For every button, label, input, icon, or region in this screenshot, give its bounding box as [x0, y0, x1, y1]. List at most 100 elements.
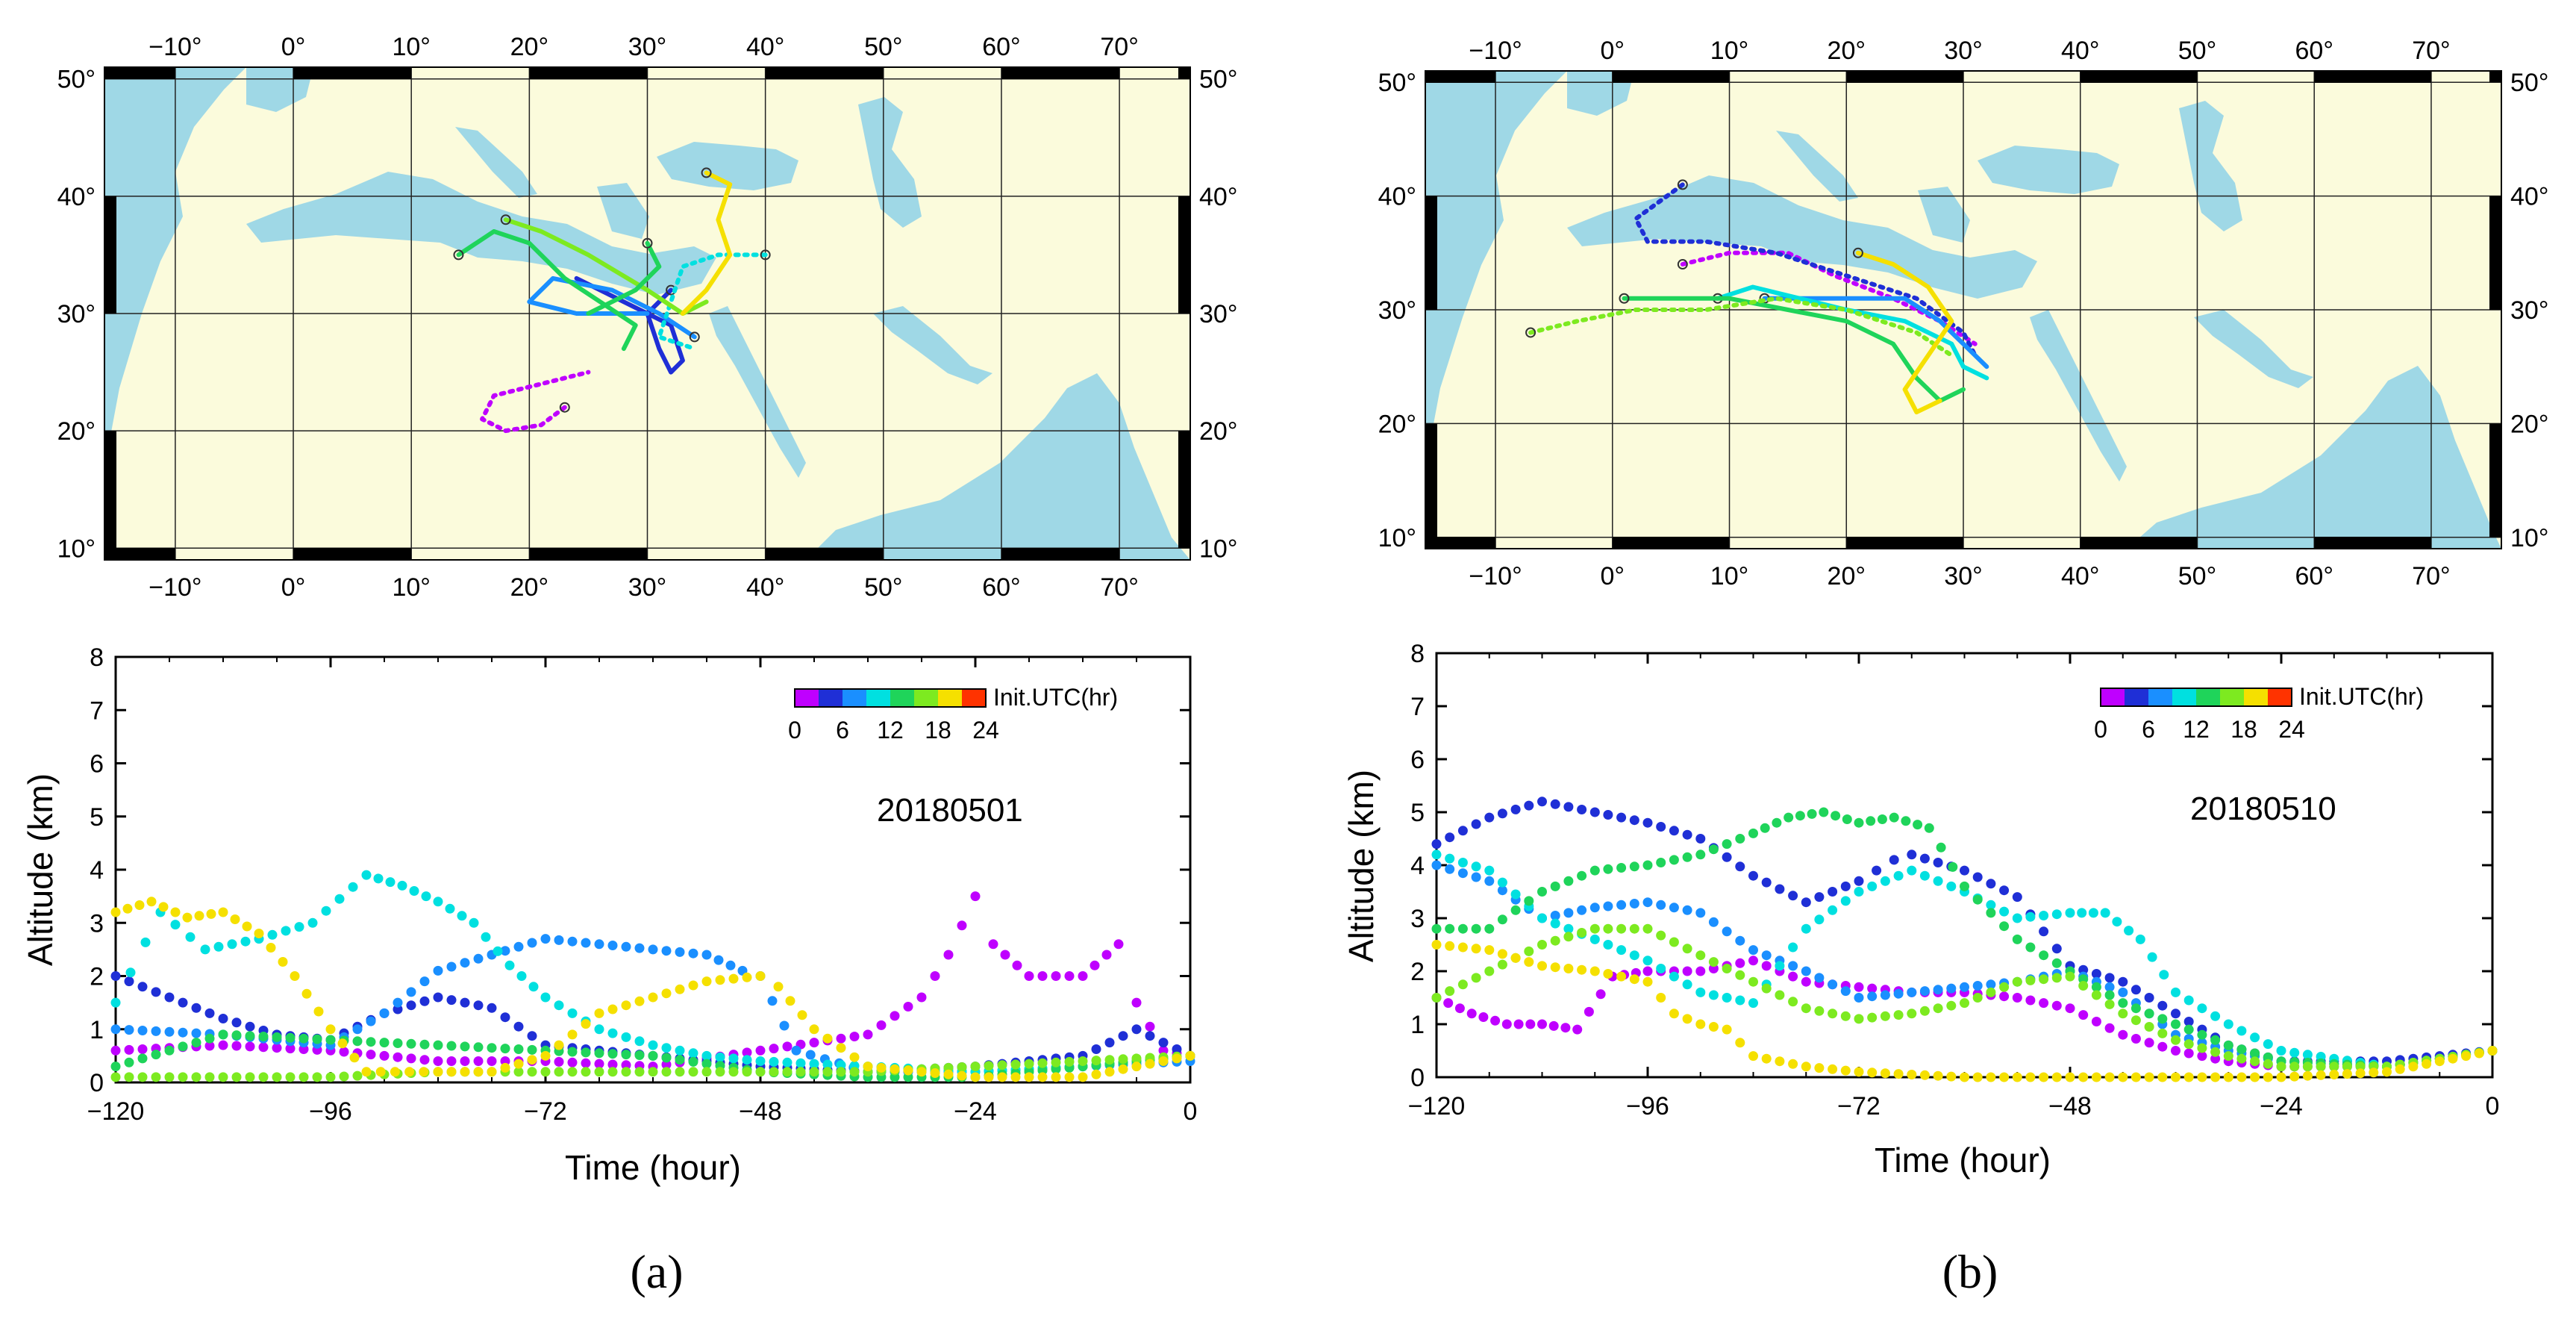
- data-point: [1104, 1038, 1115, 1048]
- data-point: [487, 1003, 497, 1013]
- data-point: [916, 1067, 927, 1077]
- map-frame-b: [1425, 70, 2502, 549]
- data-point: [137, 1026, 148, 1035]
- trajectory-endpoint: [1677, 259, 1688, 270]
- data-point: [890, 1064, 900, 1074]
- colorbar-tick-label: 18: [925, 717, 951, 744]
- adriatic-sea: [1776, 131, 1858, 202]
- data-point: [124, 976, 134, 987]
- data-point: [375, 1067, 386, 1077]
- data-point: [1695, 1019, 1706, 1029]
- data-point: [621, 1032, 631, 1042]
- data-point: [1722, 1024, 1732, 1035]
- data-point: [2144, 1009, 2154, 1019]
- data-point: [1064, 1072, 1075, 1082]
- data-point: [1788, 942, 1798, 953]
- data-point: [1695, 908, 1706, 918]
- data-point: [2135, 934, 2145, 944]
- data-point: [379, 1050, 390, 1061]
- data-point: [1431, 993, 1442, 1003]
- data-point: [204, 1041, 215, 1051]
- data-point: [2276, 1046, 2286, 1056]
- data-point: [493, 946, 503, 956]
- data-point: [1999, 921, 2010, 932]
- data-point: [890, 1011, 900, 1021]
- data-point: [1775, 1056, 1785, 1067]
- data-point: [849, 1032, 860, 1041]
- colorbar-tick-label: 18: [2230, 716, 2257, 743]
- frame-segment: [2489, 196, 2501, 310]
- data-point: [1445, 923, 1455, 934]
- data-point: [1735, 1038, 1745, 1048]
- map-ticks-a: −10° −10° 0° 0° 10° 10° 20° 20° 30° 30° 40° 40° 50° 5…: [57, 33, 1238, 602]
- data-point: [2118, 1072, 2128, 1082]
- data-point: [795, 1058, 806, 1068]
- data-point: [110, 1072, 121, 1082]
- trajectory-line: [1634, 182, 1978, 358]
- data-point: [294, 922, 304, 932]
- data-point: [2144, 993, 2154, 1003]
- data-point: [1457, 979, 1468, 990]
- data-point: [158, 902, 169, 912]
- data-point: [1695, 987, 1706, 997]
- data-point: [2183, 1017, 2194, 1026]
- data-point: [1783, 812, 1794, 823]
- y-tick-label: 5: [90, 803, 104, 832]
- data-point: [321, 905, 331, 916]
- data-point: [943, 950, 954, 960]
- colorbar-swatch: [914, 689, 938, 707]
- data-point: [2025, 1072, 2036, 1082]
- lat-tick-label-right: 10°: [2510, 524, 2548, 552]
- data-point: [621, 1060, 631, 1070]
- data-point: [1024, 971, 1034, 981]
- data-point: [1584, 1006, 1594, 1017]
- data-point: [433, 965, 443, 976]
- data-point: [2051, 909, 2062, 920]
- data-point: [930, 971, 940, 981]
- data-point: [1113, 939, 1124, 950]
- plot-points-a: [110, 870, 1195, 1082]
- data-point: [782, 1041, 793, 1052]
- data-point: [164, 992, 175, 1003]
- data-point: [352, 1024, 363, 1035]
- data-point: [1936, 842, 1946, 852]
- trajectory-endpoint: [1677, 179, 1688, 190]
- data-point: [1563, 908, 1574, 918]
- data-point: [1761, 950, 1772, 961]
- black-sea: [1978, 146, 2119, 194]
- data-point: [1037, 1065, 1048, 1076]
- data-point: [348, 882, 358, 892]
- y-axis-title: Altitude (km): [1342, 770, 1381, 962]
- colorbar-tick-label: 6: [2142, 716, 2155, 743]
- data-point: [1431, 850, 1442, 860]
- data-point: [1828, 979, 1838, 990]
- colorbar-tick-label: 24: [972, 717, 999, 744]
- data-point: [460, 1056, 470, 1066]
- data-point: [1840, 881, 1851, 891]
- data-point: [1986, 1072, 1996, 1082]
- lon-tick-label-bottom: 50°: [2178, 562, 2216, 590]
- data-point: [170, 907, 181, 917]
- data-point: [2078, 981, 2089, 991]
- data-point: [2263, 1059, 2273, 1069]
- data-point: [1010, 1059, 1021, 1070]
- data-point: [1695, 950, 1706, 961]
- data-point: [2078, 1072, 2089, 1082]
- data-point: [2039, 998, 2049, 1009]
- lat-tick-label-left: 40°: [57, 183, 96, 211]
- data-point: [2236, 1044, 2247, 1055]
- data-point: [1682, 966, 1692, 976]
- data-point: [1999, 906, 2010, 917]
- data-point: [1603, 940, 1613, 950]
- data-point: [621, 941, 631, 952]
- frame-segment: [1846, 71, 1963, 83]
- data-point: [755, 971, 766, 981]
- data-point: [1761, 877, 1772, 888]
- colorbar-swatch: [2125, 688, 2148, 706]
- data-point: [1682, 1014, 1692, 1024]
- data-point: [1656, 822, 1666, 832]
- data-point: [2250, 1056, 2260, 1067]
- data-point: [1537, 961, 1547, 971]
- data-point: [218, 1072, 228, 1082]
